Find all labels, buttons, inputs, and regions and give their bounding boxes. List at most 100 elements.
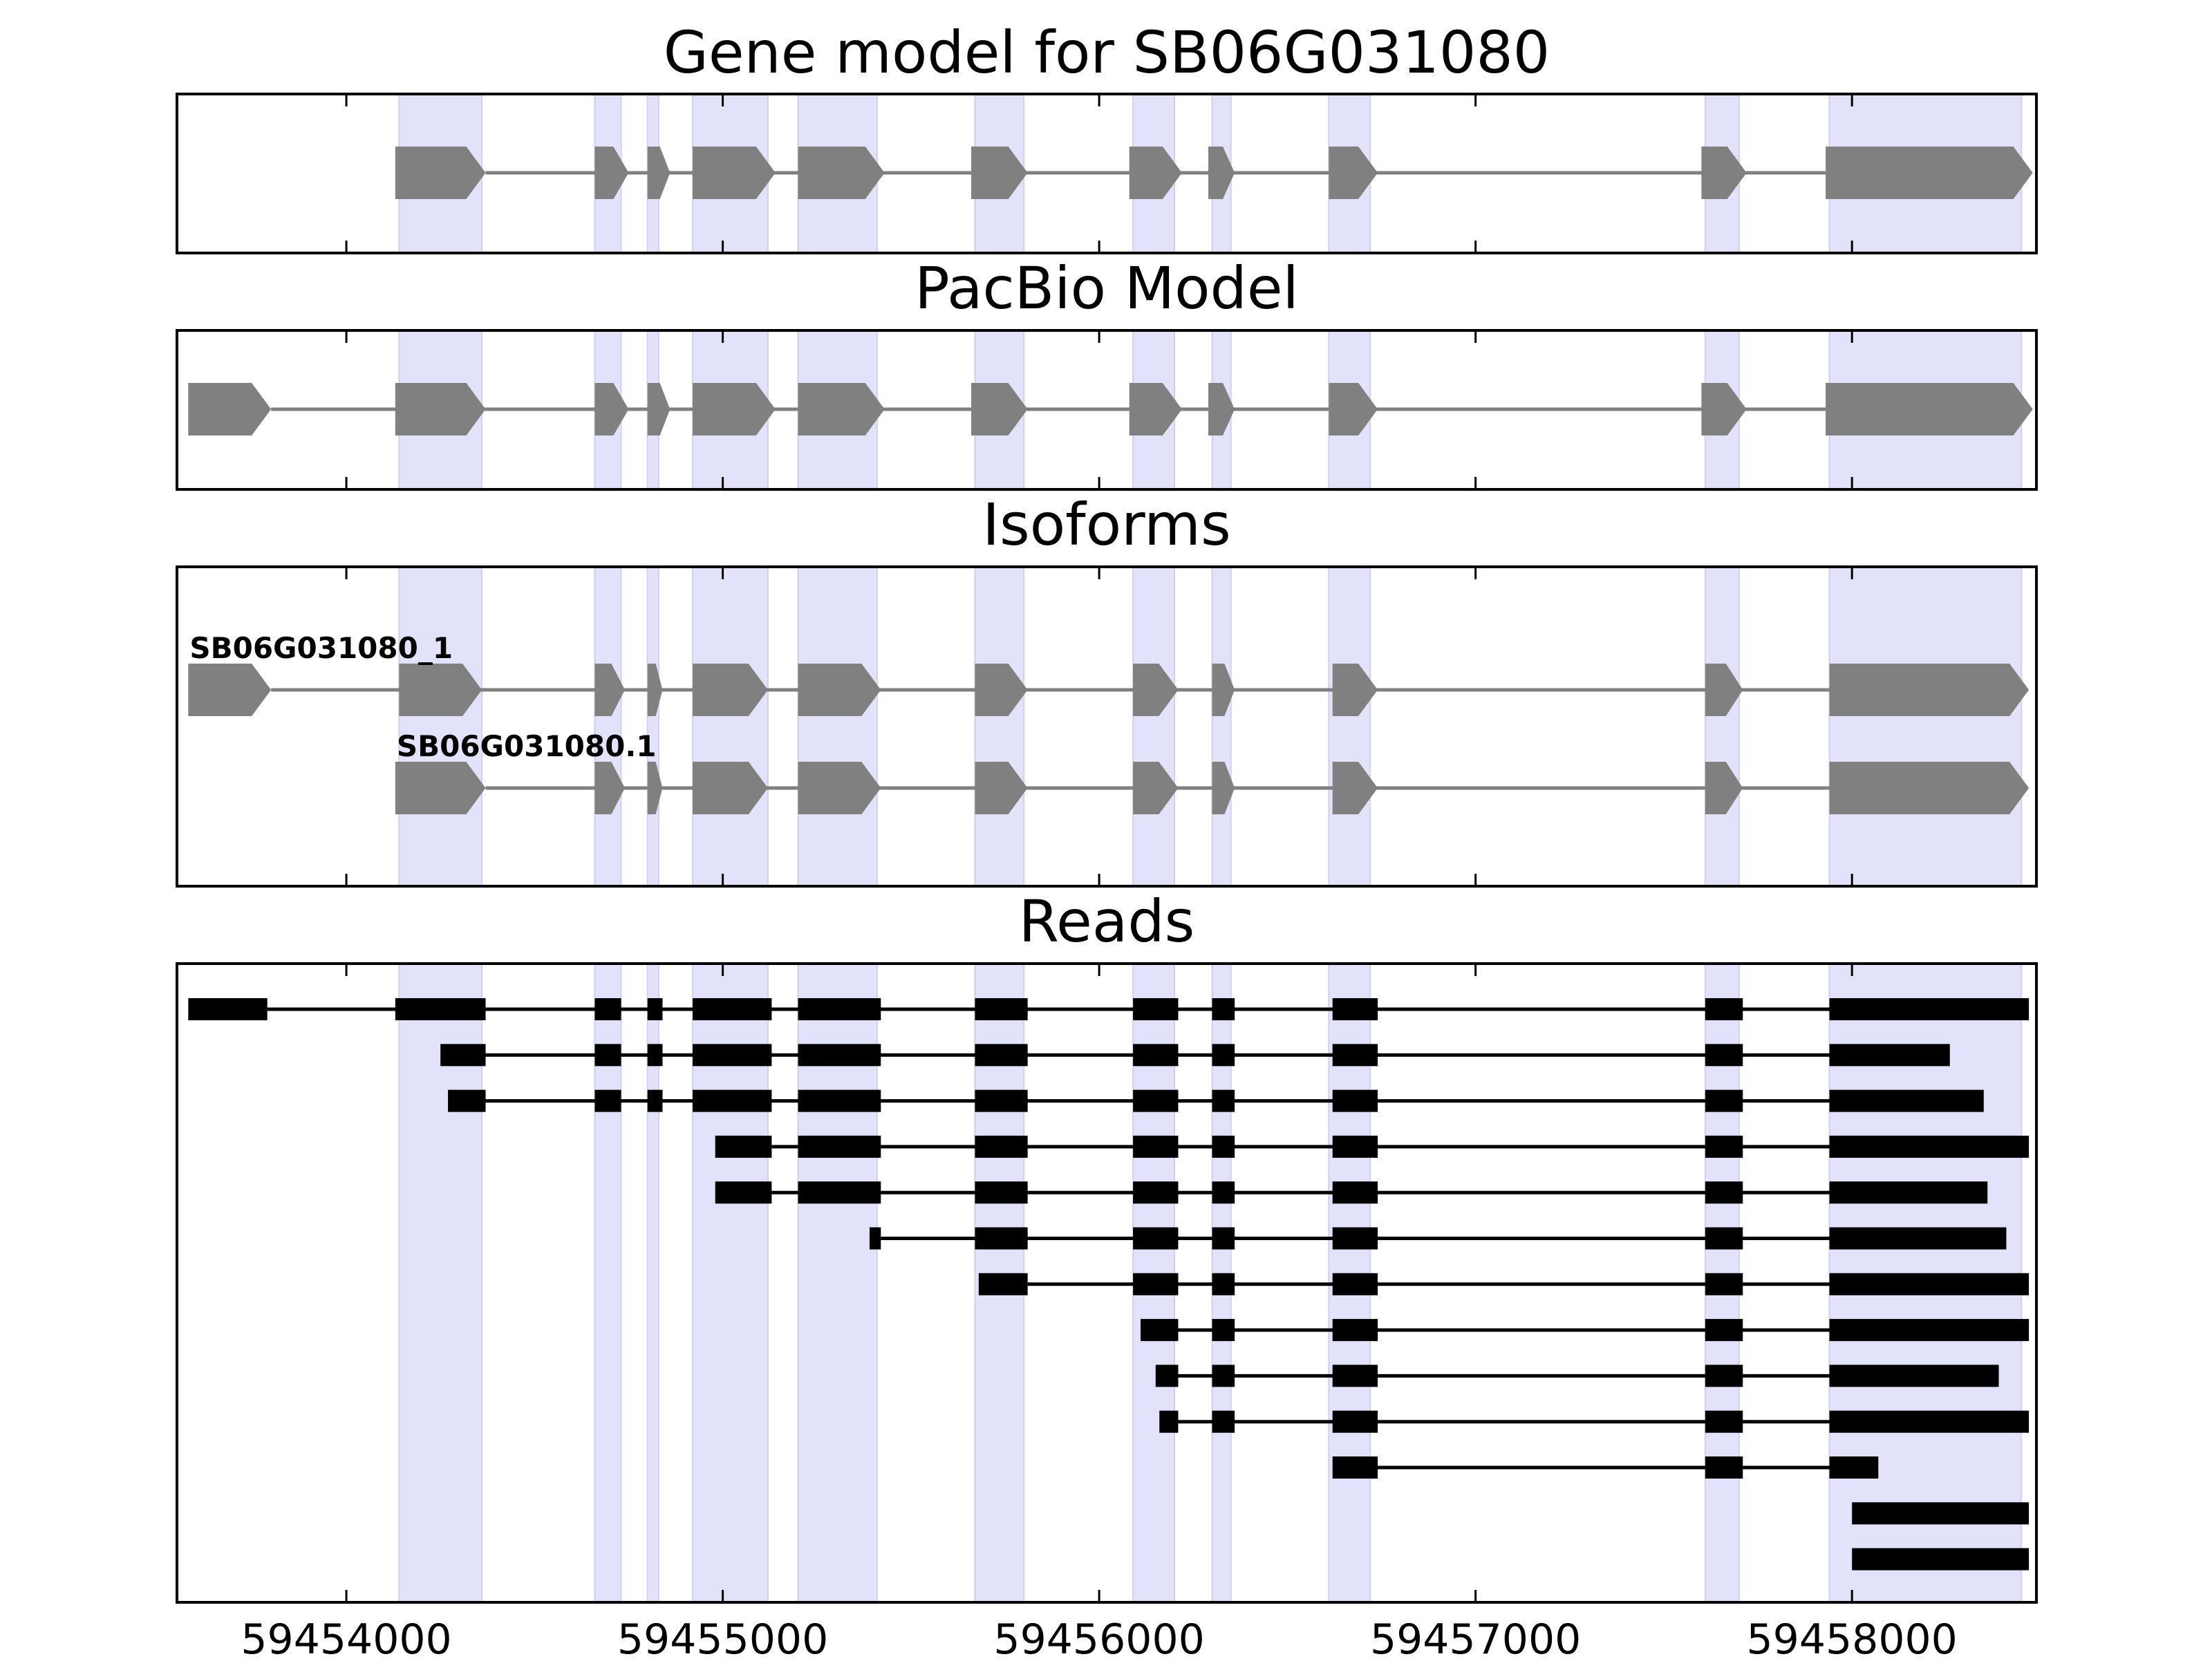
exon-arrow (1705, 762, 1743, 814)
read-exon-block (1212, 1181, 1235, 1204)
read-row (715, 1135, 2030, 1158)
exon-arrow (188, 383, 272, 435)
exon-arrow (647, 147, 671, 199)
read-exon-block (1212, 1227, 1235, 1250)
exon-arrow (798, 147, 885, 199)
exon-arrow (1332, 762, 1378, 814)
read-exon-block (1133, 1044, 1179, 1067)
exon-arrow (971, 147, 1028, 199)
read-exon-block (1133, 1273, 1179, 1295)
x-tick-label: 59457000 (1370, 1615, 1581, 1659)
panel-1: PacBio Model (176, 254, 2038, 491)
axes-frame (176, 329, 2038, 491)
exon-arrow (395, 383, 486, 435)
exon-highlight-band (1132, 566, 1176, 887)
panel-title: PacBio Model (915, 254, 1299, 322)
read-exon-block (1133, 1135, 1179, 1158)
read-exon-block (594, 1089, 621, 1112)
exon-highlight-band (594, 566, 622, 887)
read-exon-block (1705, 1456, 1743, 1479)
read-exon-block (448, 1089, 486, 1112)
exon-arrow (1133, 762, 1179, 814)
exon-arrow (798, 383, 885, 435)
transcript-row: SB06G031080.1 (395, 729, 2030, 814)
exon-arrow (1705, 664, 1743, 716)
exon-arrow (971, 383, 1028, 435)
read-exon-block (594, 1044, 621, 1067)
read-exon-block (975, 1227, 1028, 1250)
read-exon-block (1829, 1456, 1879, 1479)
read-exon-block (1829, 1365, 1999, 1387)
read-exon-block (1705, 1365, 1743, 1387)
read-exon-block (1829, 1135, 2030, 1158)
read-exon-block (1212, 1365, 1235, 1387)
read-row (1852, 1548, 2030, 1571)
read-exon-block (1829, 1319, 2030, 1342)
read-exon-block (188, 998, 268, 1020)
panel-0: Gene model for SB06G031080 (176, 19, 2038, 254)
read-row (869, 1227, 2007, 1250)
read-exon-block (1133, 1227, 1179, 1250)
read-exon-block (647, 1089, 663, 1112)
read-exon-block (1332, 1410, 1378, 1433)
exon-arrow (594, 147, 629, 199)
transcript-row (188, 383, 2033, 435)
panel-2: Isoforms SB06G031080_1 SB06G031080.1 (176, 491, 2038, 888)
exon-arrow (693, 383, 776, 435)
exon-arrow (647, 762, 663, 814)
read-exon-block (1829, 1273, 2030, 1295)
read-exon-block (1332, 1365, 1378, 1387)
exon-arrow (1133, 664, 1179, 716)
read-exon-block (1829, 1089, 1984, 1112)
read-exon-block (798, 1181, 881, 1204)
read-exon-block (1332, 1044, 1378, 1067)
exon-arrow (395, 147, 486, 199)
exon-highlight-band (1704, 566, 1740, 887)
exon-highlight-band (692, 963, 769, 1603)
read-exon-block (693, 1044, 772, 1067)
axes-frame (176, 565, 2038, 888)
exon-highlight-band (646, 566, 660, 887)
transcript-row: SB06G031080_1 (188, 631, 2030, 716)
axes-frame (176, 93, 2038, 254)
read-exon-block (594, 998, 621, 1020)
exon-arrow (1208, 147, 1235, 199)
read-exon-block (1332, 1181, 1378, 1204)
read-exon-block (715, 1135, 772, 1158)
read-row (978, 1273, 2030, 1295)
read-exon-block (798, 1089, 881, 1112)
read-exon-block (715, 1181, 772, 1204)
read-exon-block (647, 998, 663, 1020)
exon-highlight-band (398, 566, 483, 887)
read-exon-block (1141, 1319, 1179, 1342)
exon-arrow (1129, 383, 1182, 435)
read-exon-block (1829, 1044, 1950, 1067)
read-exon-block (798, 1044, 881, 1067)
read-exon-block (1212, 1273, 1235, 1295)
exon-arrow (693, 762, 768, 814)
read-exon-block (975, 1044, 1028, 1067)
exon-arrow (594, 383, 629, 435)
exon-highlight-band (1328, 566, 1371, 887)
exon-arrow (1329, 147, 1378, 199)
panel-title: Isoforms (982, 491, 1231, 559)
exon-arrow (798, 664, 881, 716)
exon-arrow (647, 383, 671, 435)
exon-arrow (798, 762, 881, 814)
read-exon-block (1133, 1089, 1179, 1112)
exon-arrow (1332, 664, 1378, 716)
isoform-label: SB06G031080_1 (189, 631, 453, 665)
read-row (1332, 1456, 1879, 1479)
read-exon-block (1212, 1410, 1235, 1433)
read-exon-block (1852, 1502, 2030, 1525)
panel-3: Reads (176, 888, 2038, 1604)
isoform-label: SB06G031080.1 (397, 729, 657, 763)
read-exon-block (1332, 1319, 1378, 1342)
exon-arrow (1829, 664, 2030, 716)
read-exon-block (1852, 1548, 2030, 1571)
exon-arrow (693, 664, 768, 716)
read-row (188, 998, 2030, 1020)
read-exon-block (798, 998, 881, 1020)
x-tick-label: 59455000 (617, 1615, 828, 1659)
